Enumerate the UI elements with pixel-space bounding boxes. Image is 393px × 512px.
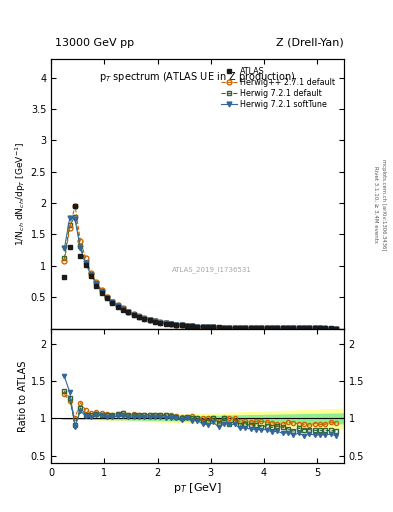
Line: Herwig 7.2.1 softTune: Herwig 7.2.1 softTune [62, 216, 338, 331]
Text: ATLAS_2019_I1736531: ATLAS_2019_I1736531 [172, 266, 252, 272]
Herwig 7.2.1 default [62, 255, 67, 261]
Text: Rivet 3.1.10, ≥ 3.4M events: Rivet 3.1.10, ≥ 3.4M events [373, 166, 378, 243]
Herwig++ 2.7.1 default [62, 258, 67, 264]
Herwig 7.2.1 default [73, 214, 77, 220]
Herwig 7.2.1 default [195, 324, 200, 330]
Herwig++ 2.7.1 default [163, 320, 168, 326]
Text: Z (Drell-Yan): Z (Drell-Yan) [276, 37, 344, 48]
ATLAS [195, 324, 200, 330]
ATLAS [334, 326, 338, 332]
Herwig++ 2.7.1 default [243, 325, 248, 331]
Herwig++ 2.7.1 default [318, 326, 322, 332]
X-axis label: p$_T$ [GeV]: p$_T$ [GeV] [173, 481, 222, 495]
ATLAS [89, 273, 94, 280]
Line: Herwig 7.2.1 default: Herwig 7.2.1 default [62, 215, 338, 331]
Herwig 7.2.1 default [318, 326, 322, 332]
ATLAS [243, 325, 248, 331]
ATLAS [232, 325, 237, 331]
Legend: ATLAS, Herwig++ 2.7.1 default, Herwig 7.2.1 default, Herwig 7.2.1 softTune: ATLAS, Herwig++ 2.7.1 default, Herwig 7.… [219, 66, 337, 111]
ATLAS [62, 274, 67, 280]
Herwig 7.2.1 softTune [67, 215, 72, 221]
Herwig 7.2.1 default [89, 271, 94, 277]
ATLAS [73, 203, 77, 209]
Herwig++ 2.7.1 default [73, 203, 77, 209]
Herwig 7.2.1 softTune [232, 325, 237, 331]
Y-axis label: Ratio to ATLAS: Ratio to ATLAS [18, 360, 28, 432]
Herwig 7.2.1 default [232, 325, 237, 331]
Herwig 7.2.1 softTune [243, 325, 248, 331]
Herwig++ 2.7.1 default [89, 270, 94, 276]
Line: Herwig++ 2.7.1 default: Herwig++ 2.7.1 default [62, 203, 338, 331]
Herwig 7.2.1 softTune [195, 324, 200, 330]
Text: p$_T$ spectrum (ATLAS UE in Z production): p$_T$ spectrum (ATLAS UE in Z production… [99, 70, 296, 83]
ATLAS [163, 321, 168, 327]
Text: mcplots.cern.ch [arXiv:1306.3436]: mcplots.cern.ch [arXiv:1306.3436] [381, 159, 386, 250]
Herwig 7.2.1 default [243, 325, 248, 331]
Herwig++ 2.7.1 default [232, 325, 237, 331]
Y-axis label: 1/N$_{ch}$ dN$_{ch}$/dp$_T$ [GeV$^{-1}$]: 1/N$_{ch}$ dN$_{ch}$/dp$_T$ [GeV$^{-1}$] [13, 141, 28, 246]
Herwig 7.2.1 softTune [334, 326, 338, 332]
Herwig++ 2.7.1 default [195, 324, 200, 330]
Line: ATLAS: ATLAS [62, 204, 338, 331]
ATLAS [318, 326, 322, 332]
Herwig 7.2.1 softTune [89, 272, 94, 279]
Herwig 7.2.1 default [334, 326, 338, 332]
Herwig++ 2.7.1 default [334, 326, 338, 332]
Herwig 7.2.1 default [163, 321, 168, 327]
Herwig 7.2.1 softTune [318, 326, 322, 332]
Herwig 7.2.1 softTune [163, 321, 168, 327]
Herwig 7.2.1 softTune [62, 245, 67, 251]
Text: 13000 GeV pp: 13000 GeV pp [55, 37, 134, 48]
